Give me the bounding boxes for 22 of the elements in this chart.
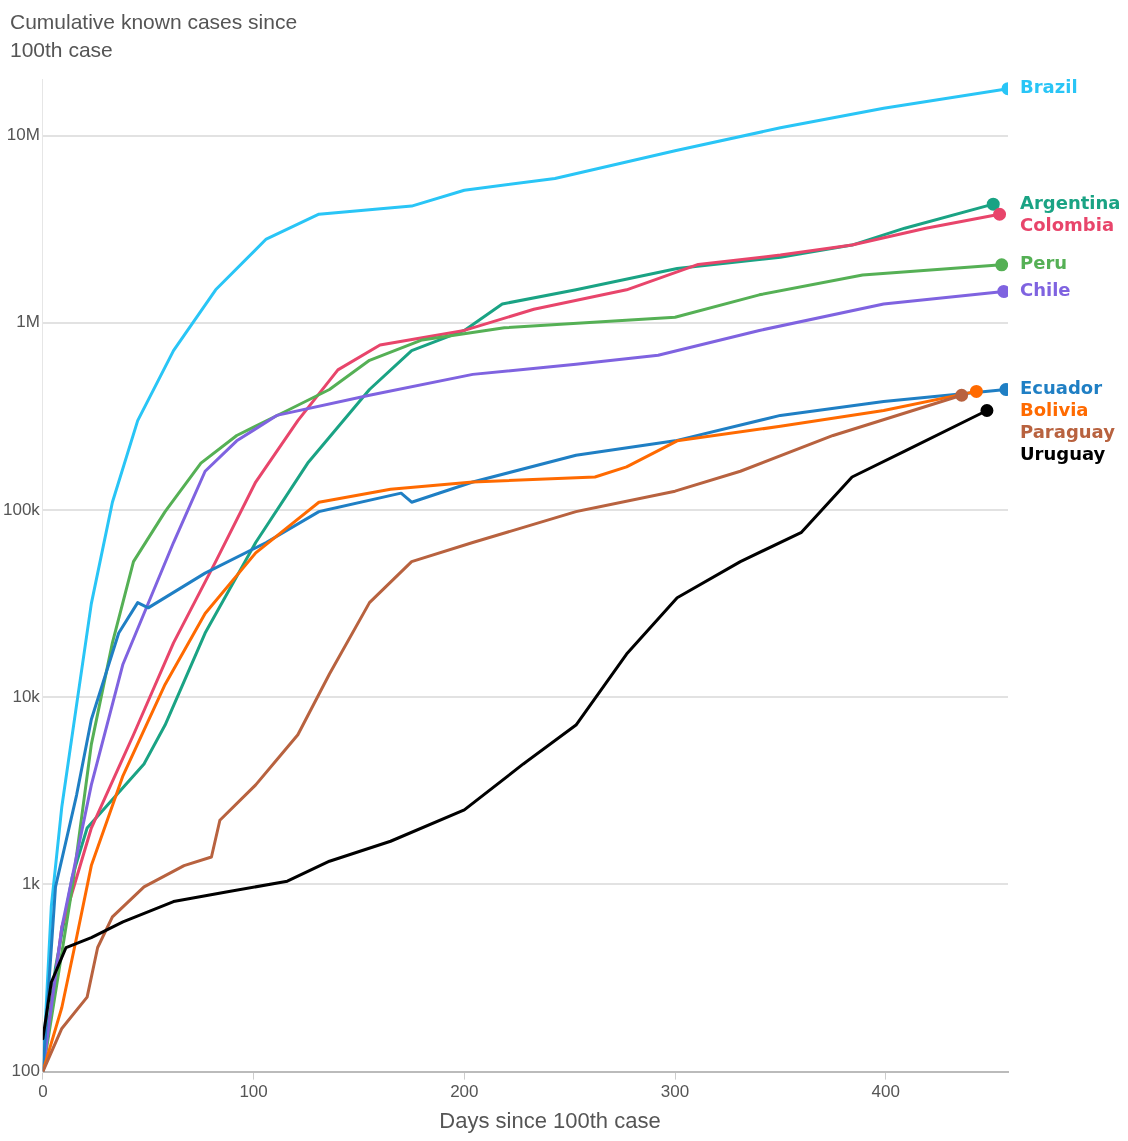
x-tick-label: 300	[660, 1082, 690, 1102]
text: Uruguay	[1020, 443, 1106, 465]
text: Bolivia	[1020, 399, 1089, 421]
y-tick-label: 100	[11, 1061, 40, 1081]
text: Paraguay	[1020, 421, 1116, 443]
chart-title: Cumulative known cases since 100th case	[10, 9, 299, 63]
x-axis-title: Days since 100th case	[438, 1108, 662, 1134]
series-label: Brazil	[1020, 76, 1078, 98]
x-tick-label: 100	[239, 1082, 268, 1102]
x-tick-label: 200	[450, 1082, 479, 1102]
series-label: Colombia	[1020, 213, 1115, 235]
y-tick-label: 100k	[2, 499, 41, 519]
y-tick-label: 1k	[21, 874, 41, 894]
y-tick-label: 10M	[6, 125, 40, 145]
x-tick-label: 0	[38, 1082, 48, 1102]
series-label: Ecuador	[1020, 377, 1103, 399]
series-label: Peru	[1020, 252, 1068, 274]
y-tick-label: 1M	[16, 312, 40, 332]
series-label: Chile	[1020, 279, 1071, 301]
series-label: Argentina	[1020, 191, 1121, 213]
y-tick-label: 10k	[12, 686, 41, 706]
x-tick-label: 400	[871, 1082, 900, 1102]
